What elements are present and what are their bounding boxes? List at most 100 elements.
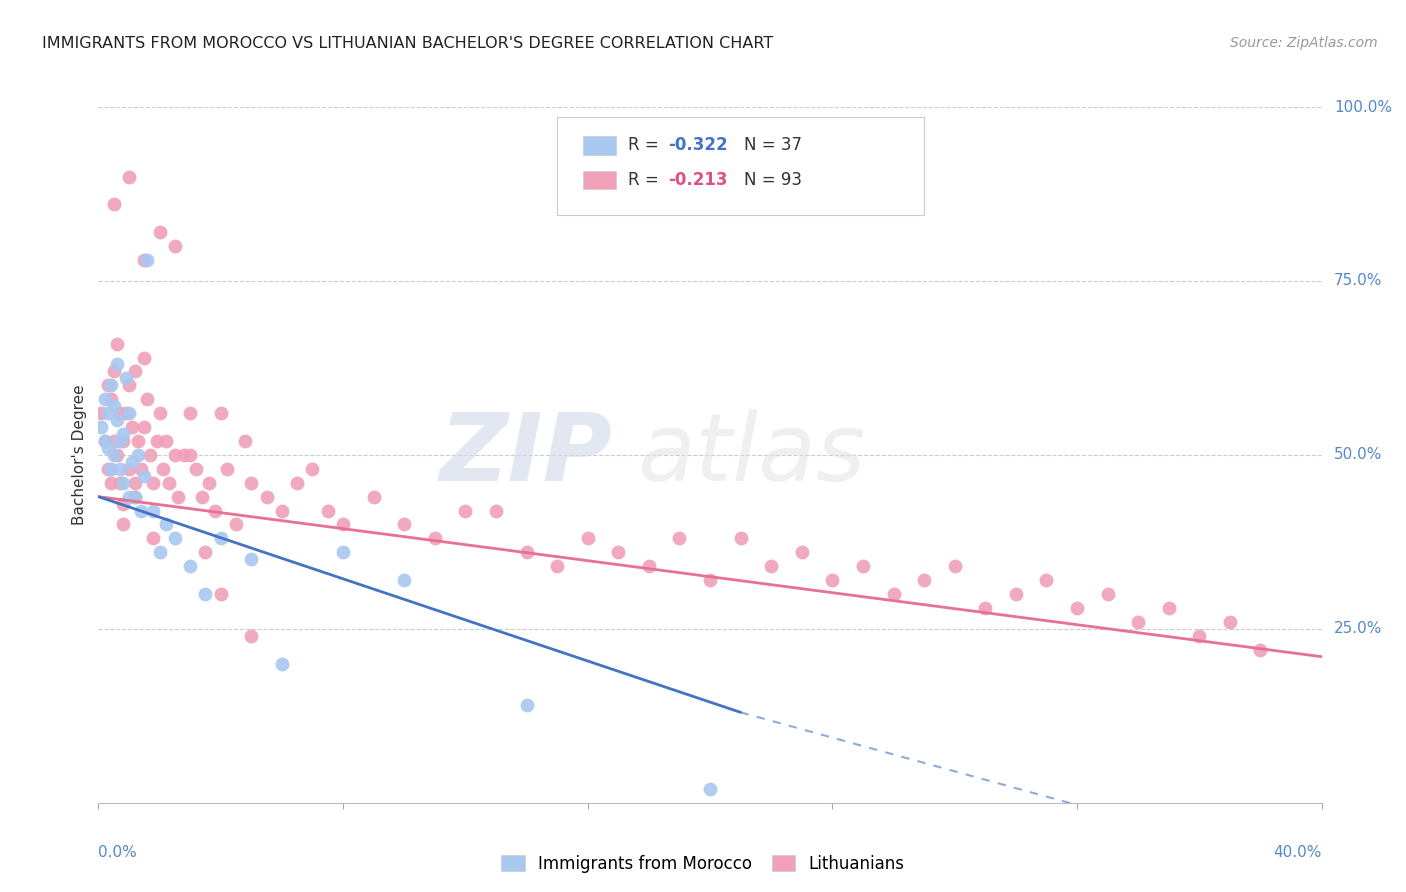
Point [111,475,134,490]
Text: atlas: atlas [637,409,865,500]
Point [142,503,165,517]
Point [215,462,238,476]
Point [163,532,186,546]
Point [142,532,165,546]
Point [301,462,323,476]
Point [105,336,128,351]
Point [392,573,416,587]
Point [93,434,115,448]
Point [142,475,165,490]
Point [852,559,875,574]
Point [943,559,966,574]
Point [127,448,149,462]
Point [197,475,219,490]
FancyBboxPatch shape [557,118,924,215]
Point [1097,587,1119,601]
Point [108,462,131,476]
Point [111,434,134,448]
Point [127,434,149,448]
Point [607,545,630,559]
Point [204,503,226,517]
Point [149,406,172,420]
Point [108,475,131,490]
Point [105,413,128,427]
Point [155,434,177,448]
Point [115,406,138,420]
Point [121,455,143,469]
Point [392,517,416,532]
Point [546,559,568,574]
Point [209,406,232,420]
Point [209,587,232,601]
Y-axis label: Bachelor's Degree: Bachelor's Degree [72,384,87,525]
Point [363,490,385,504]
Point [191,490,214,504]
Point [134,253,156,268]
Point [118,378,141,392]
Text: IMMIGRANTS FROM MOROCCO VS LITHUANIAN BACHELOR'S DEGREE CORRELATION CHART: IMMIGRANTS FROM MOROCCO VS LITHUANIAN BA… [42,36,773,51]
Point [97,462,120,476]
Point [194,587,217,601]
Point [730,532,752,546]
Point [576,532,599,546]
Point [100,475,122,490]
Point [179,406,201,420]
Point [1004,587,1026,601]
Point [124,475,146,490]
Point [118,169,141,184]
Text: Source: ZipAtlas.com: Source: ZipAtlas.com [1230,36,1378,50]
Point [1249,642,1271,657]
Point [111,427,134,442]
Point [179,448,201,462]
Point [136,392,159,407]
Text: R =: R = [628,171,664,189]
Point [124,490,146,504]
Point [105,358,128,372]
Point [454,503,477,517]
Point [332,545,354,559]
Point [118,462,141,476]
Point [194,545,217,559]
Point [883,587,905,601]
Point [270,657,292,671]
Point [668,532,690,546]
Point [111,517,134,532]
Text: N = 93: N = 93 [744,171,803,189]
Point [93,434,115,448]
Text: ZIP: ZIP [439,409,612,501]
FancyBboxPatch shape [583,170,616,189]
Point [100,378,122,392]
Text: N = 37: N = 37 [744,136,803,154]
Text: 0.0%: 0.0% [98,845,138,860]
Point [100,392,122,407]
Point [103,197,125,211]
Point [129,503,152,517]
Point [186,462,208,476]
Text: R =: R = [628,136,664,154]
Point [163,448,186,462]
Point [103,448,125,462]
Point [285,475,308,490]
Point [124,364,146,378]
Point [105,448,128,462]
Point [115,371,138,385]
Point [118,490,141,504]
Point [111,497,134,511]
Point [821,573,844,587]
FancyBboxPatch shape [583,136,616,154]
Point [134,468,156,483]
Point [167,490,190,504]
Point [233,434,256,448]
Point [97,406,120,420]
Point [240,629,263,643]
Point [103,364,125,378]
Point [121,420,143,434]
Point [790,545,813,559]
Text: 50.0%: 50.0% [1334,448,1382,462]
Point [1128,615,1150,629]
Point [240,552,263,566]
Point [316,503,339,517]
Point [209,532,232,546]
Point [1035,573,1057,587]
Point [485,503,508,517]
